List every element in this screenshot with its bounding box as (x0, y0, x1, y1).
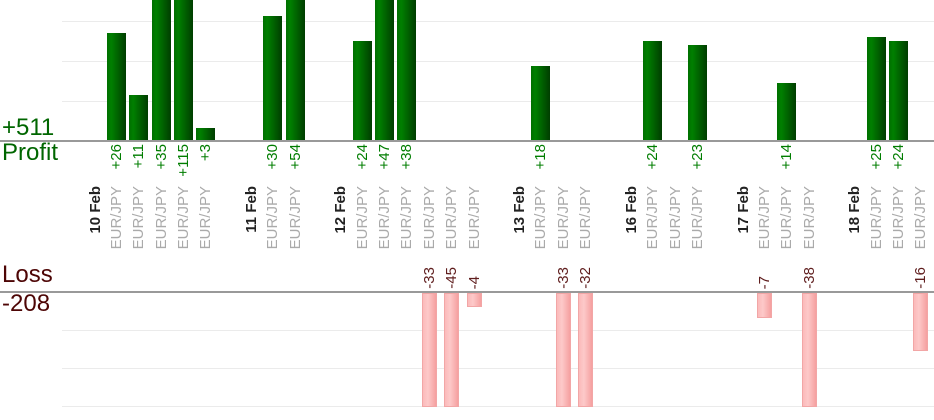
trade-value-label: -16 (912, 267, 930, 289)
profit-bar[interactable] (285, 0, 305, 141)
profit-gridline (62, 61, 934, 62)
trade-value-label: -38 (800, 267, 818, 289)
profit-bar[interactable] (687, 45, 707, 141)
profit-bar[interactable] (397, 0, 417, 141)
loss-bar[interactable] (756, 293, 772, 318)
trade-value-label: -33 (554, 267, 572, 289)
loss-bar[interactable] (578, 293, 594, 407)
loss-bar[interactable] (555, 293, 571, 407)
loss-gridline (62, 330, 934, 331)
profit-bar[interactable] (352, 41, 372, 141)
loss-gridline (62, 368, 934, 369)
trade-value-label: -45 (443, 267, 461, 289)
profit-bar[interactable] (263, 16, 283, 141)
profit-axis-line (0, 140, 934, 142)
trade-value-label: -33 (420, 267, 438, 289)
profit-gridline (62, 101, 934, 102)
profit-bar[interactable] (151, 0, 171, 141)
loss-bar[interactable] (801, 293, 817, 407)
loss-bar[interactable] (466, 293, 482, 307)
profit-bar[interactable] (196, 128, 216, 141)
loss-axis-line (0, 291, 934, 293)
loss-axis-title: Loss (2, 261, 53, 288)
profit-bar[interactable] (106, 33, 126, 141)
loss-total: -208 (2, 290, 51, 317)
profit-bars-area (0, 0, 934, 141)
profit-bar[interactable] (374, 0, 394, 141)
profit-bar[interactable] (531, 66, 551, 141)
trade-value-label: -7 (755, 275, 773, 289)
loss-bar[interactable] (913, 293, 929, 351)
loss-bar[interactable] (444, 293, 460, 407)
loss-bars-area (0, 293, 934, 407)
profit-gridline (62, 21, 934, 22)
trade-value-label: -32 (577, 267, 595, 289)
profit-bar[interactable] (888, 41, 908, 141)
loss-gridline (62, 406, 934, 407)
trade-value-label: -4 (465, 275, 483, 289)
loss-bar[interactable] (421, 293, 437, 407)
profit-bar[interactable] (643, 41, 663, 141)
profit-bar[interactable] (173, 0, 193, 141)
profit-bar[interactable] (866, 37, 886, 141)
profit-bar[interactable] (777, 83, 797, 141)
profit-bar[interactable] (129, 95, 149, 141)
profit-total: +511 (2, 114, 55, 141)
profit-axis-title: Profit (2, 139, 59, 166)
